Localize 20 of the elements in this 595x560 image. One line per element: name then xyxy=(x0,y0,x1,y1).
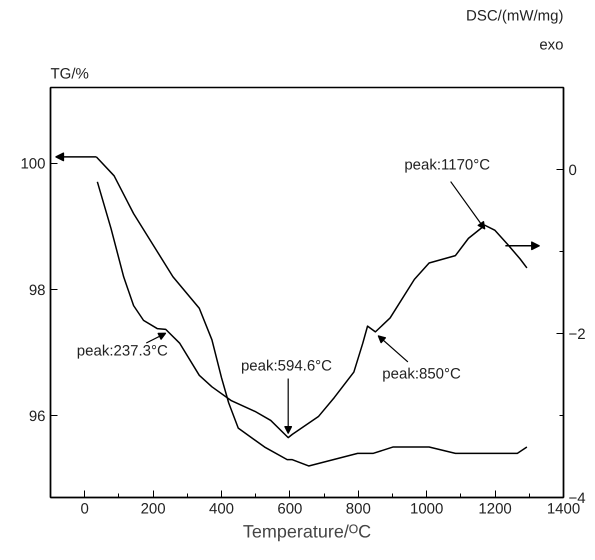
y2-tick-label: 0 xyxy=(568,162,577,179)
x-axis-title: Temperature/ᴼC xyxy=(242,522,372,542)
text: exo xyxy=(539,36,564,54)
x-tick-label: 600 xyxy=(277,500,302,518)
x-tick-label: 1200 xyxy=(478,500,512,518)
x-tick-label: 0 xyxy=(80,500,89,518)
annotation: peak:594.6°C xyxy=(240,358,332,375)
annotation: peak:850°C xyxy=(382,366,462,383)
y2-axis-title: DSC/(mW/mg) xyxy=(466,8,564,24)
x-tick-label: 800 xyxy=(346,500,371,518)
y2-tick-label: −2 xyxy=(568,326,586,343)
x-tick-label: 200 xyxy=(140,500,166,518)
annotation: peak:237.3°C xyxy=(76,342,168,360)
annotation: peak:1170°C xyxy=(404,156,490,174)
y-tick-label: 96 xyxy=(28,408,46,425)
x-tick-label: 400 xyxy=(208,500,234,518)
y-tick-label: 100 xyxy=(20,156,46,173)
y-tick-label: 98 xyxy=(28,282,46,299)
x-tick-label: 1000 xyxy=(410,500,444,518)
y-axis-title: TG/% xyxy=(50,66,89,82)
